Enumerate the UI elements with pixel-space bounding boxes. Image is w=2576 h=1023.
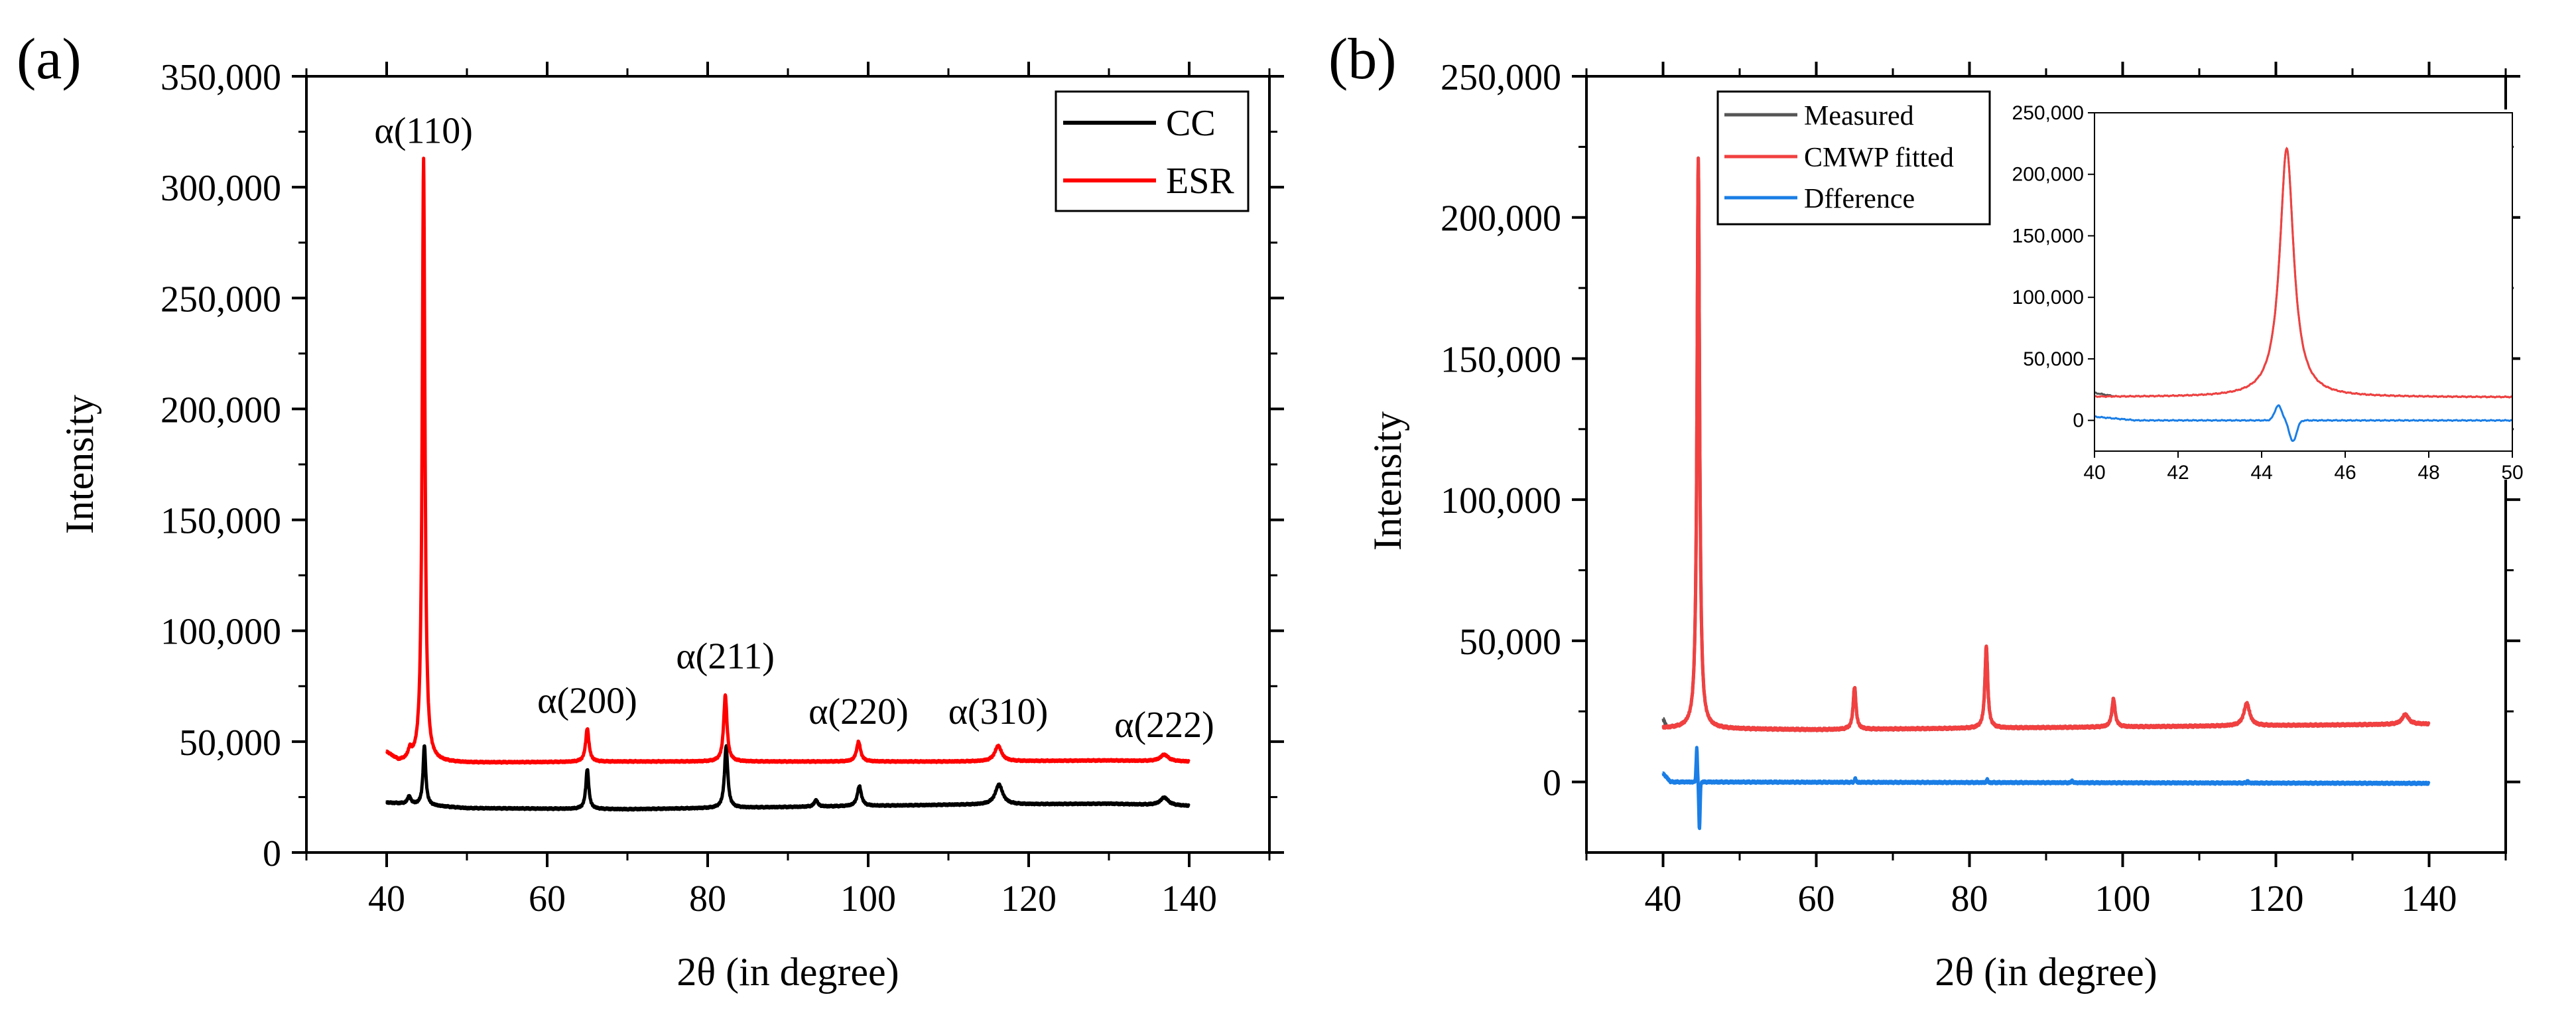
inset-frame: [2094, 112, 2513, 452]
inset-x-tick-label: 50: [2501, 462, 2523, 484]
panel-a-x-axis-title: 2θ (in degree): [676, 950, 899, 994]
panel-a-legend: CC ESR: [1055, 90, 1250, 212]
inset-y-tick-label: 50,000: [2023, 348, 2084, 370]
panel-a: (a) 40 60 80 100 120 140 0 50,000 100,000 150,000…: [17, 27, 1284, 994]
inset-y-tick-label: 100,000: [2012, 287, 2084, 308]
panel-b-y-tick-label: 50,000: [1459, 622, 1561, 663]
panel-b-y-tick-label: 250,000: [1441, 57, 1561, 98]
inset-ticks: 40 42 44 46 48 50 0 50,000 100,000 150,000 200,000…: [2012, 102, 2524, 484]
panel-a-peak-labels: α(110) α(200) α(211) α(220) α(310) α(222): [374, 110, 1214, 746]
panel-a-x-tick-label: 80: [689, 878, 726, 920]
peak-label: α(222): [1114, 705, 1214, 746]
panel-b-x-tick-label: 100: [2095, 878, 2151, 920]
panel-b-x-tick-label: 60: [1798, 878, 1835, 920]
inset-y-tick-label: 200,000: [2012, 164, 2084, 186]
panel-a-x-tick-label: 140: [1161, 878, 1217, 920]
panel-b-series-dfference: [1661, 746, 2431, 831]
inset-x-tick-label: 40: [2083, 462, 2105, 484]
inset-x-tick-label: 42: [2167, 462, 2189, 484]
inset-y-tick-label: 150,000: [2012, 225, 2084, 247]
peak-label: α(211): [676, 636, 775, 677]
panel-a-plot-area: [385, 157, 1191, 812]
panel-b-x-tick-label: 140: [2402, 878, 2457, 920]
panel-b-y-axis-title: Intensity: [1366, 411, 1409, 551]
legend-cc-label: CC: [1166, 103, 1216, 144]
panel-b-x-tick-label: 120: [2248, 878, 2304, 920]
panel-b-x-tick-label: 40: [1645, 878, 1682, 920]
panel-b-x-tick-label: 80: [1951, 878, 1988, 920]
panel-a-y-tick-label: 300,000: [161, 168, 281, 209]
legend-esr-label: ESR: [1166, 161, 1234, 202]
panel-b: (b) 40 60 80 100 120 140 0 50,000 100,000 150,000…: [1328, 27, 2524, 994]
panel-a-x-tick-label: 60: [529, 878, 566, 920]
peak-label: α(310): [948, 691, 1049, 732]
panel-a-series-cc: [385, 744, 1191, 812]
panel-a-ticks: 40 60 80 100 120 140 0 50,000 100,000 150,000 200,…: [161, 57, 1284, 920]
panel-a-y-tick-label: 350,000: [161, 57, 281, 98]
panel-b-ticks: 40 60 80 100 120 140 0 50,000 100,000 150,000 200,…: [1441, 57, 2520, 920]
panel-b-y-tick-label: 150,000: [1441, 339, 1561, 380]
panel-b-y-tick-label: 100,000: [1441, 480, 1561, 521]
panel-a-y-tick-label: 0: [263, 833, 281, 874]
panel-a-label: (a): [17, 27, 82, 92]
panel-b-inset: 40 42 44 46 48 50 0 50,000 100,000 150,000 200,000…: [2012, 102, 2524, 484]
panel-b-y-tick-label: 200,000: [1441, 198, 1561, 239]
inset-background: [2067, 109, 2513, 480]
panel-b-series-cmwp-fitted: [1661, 156, 2431, 732]
inset-x-tick-label: 44: [2250, 462, 2272, 484]
inset-series-cmwp-fitted: [2094, 147, 2513, 399]
panel-a-y-tick-label: 150,000: [161, 501, 281, 542]
panel-b-legend: Measured CMWP fitted Dfference: [1716, 90, 1991, 226]
panel-a-y-axis-title: Intensity: [58, 395, 101, 534]
inset-series-dfference: [2094, 404, 2513, 443]
inset-y-tick-label: 250,000: [2012, 102, 2084, 124]
inset-plot-area: [2094, 147, 2513, 443]
inset-x-tick-label: 46: [2334, 462, 2356, 484]
panel-a-x-tick-label: 120: [1001, 878, 1057, 920]
legend-cmwp-fitted-label: CMWP fitted: [1804, 143, 1954, 173]
inset-x-tick-label: 48: [2417, 462, 2439, 484]
panel-b-y-tick-label: 0: [1543, 763, 1561, 804]
panel-a-y-tick-label: 50,000: [179, 722, 281, 764]
panel-a-series-esr: [385, 157, 1191, 765]
panel-a-x-tick-label: 40: [368, 878, 405, 920]
panel-b-x-axis-title: 2θ (in degree): [1935, 950, 2157, 994]
panel-b-plot-area: [1661, 156, 2431, 831]
peak-label: α(110): [374, 110, 473, 151]
panel-a-y-tick-label: 250,000: [161, 279, 281, 320]
panel-a-legend-box: [1055, 90, 1250, 212]
panel-a-x-tick-label: 100: [840, 878, 896, 920]
panel-a-y-tick-label: 100,000: [161, 612, 281, 653]
peak-label: α(200): [537, 680, 637, 721]
panel-b-label: (b): [1328, 27, 1397, 92]
panel-a-y-tick-label: 200,000: [161, 389, 281, 431]
legend-measured-label: Measured: [1804, 101, 1914, 131]
legend-difference-label: Dfference: [1804, 184, 1915, 214]
inset-y-tick-label: 0: [2073, 410, 2084, 432]
peak-label: α(220): [808, 691, 909, 732]
